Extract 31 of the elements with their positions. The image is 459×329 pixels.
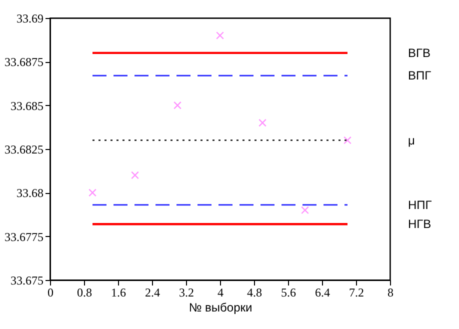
x-tick-label: 1.6 <box>111 286 126 300</box>
point <box>258 118 266 127</box>
x-tick-label: 8 <box>388 286 394 300</box>
text: ВГВ <box>408 46 431 60</box>
x-tick-label: 3.2 <box>179 286 194 300</box>
text: μ <box>408 133 415 148</box>
point <box>301 206 309 214</box>
x-axis-title: № выборки <box>188 300 252 314</box>
x-tick-label: 0 <box>48 286 54 300</box>
x-tick-label: 7.2 <box>349 286 364 300</box>
y-tick-label: 33.6875 <box>4 55 44 70</box>
x-tick-label: 4.8 <box>247 286 262 300</box>
text: НПГ <box>408 198 432 212</box>
x-tick-label: 5.6 <box>281 286 296 300</box>
y-tick-label: 33.6825 <box>4 142 44 156</box>
x-tick-label: 4 <box>218 286 224 300</box>
text: НГВ <box>408 217 432 232</box>
point <box>88 188 96 197</box>
point <box>216 32 224 40</box>
point <box>174 101 182 110</box>
y-tick-label: 33.6775 <box>4 230 44 244</box>
x-tick-label: 6.4 <box>315 286 330 300</box>
x-tick-label: 2.4 <box>145 286 160 300</box>
y-tick-label: 33.685 <box>10 98 44 113</box>
y-tick-label: 33.675 <box>10 274 44 288</box>
y-tick-label: 33.69 <box>16 12 44 26</box>
y-tick-label: 33.68 <box>16 186 44 200</box>
point <box>131 171 139 180</box>
x-tick-label: 0.8 <box>77 286 92 300</box>
point <box>344 136 352 144</box>
text: ВПГ <box>408 68 432 83</box>
